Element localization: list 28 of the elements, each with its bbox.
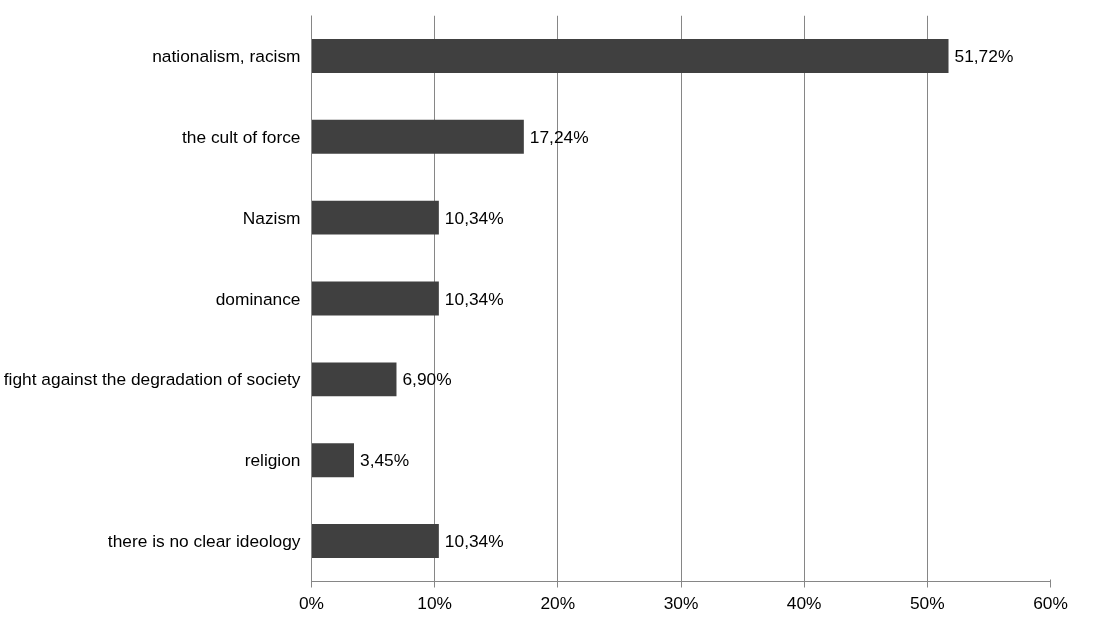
x-tick-label: 40% xyxy=(786,592,822,613)
x-tick-label: 50% xyxy=(909,592,945,613)
y-tick-label: nationalism, racism xyxy=(152,45,301,66)
x-tick-label: 10% xyxy=(417,592,453,613)
data-label: 17,24% xyxy=(529,126,589,147)
y-tick-label: religion xyxy=(244,450,301,471)
data-label: 3,45% xyxy=(359,450,410,471)
bar xyxy=(311,281,439,316)
data-label: 10,34% xyxy=(444,207,504,228)
bar xyxy=(311,524,439,559)
bar xyxy=(311,362,397,397)
data-label: 10,34% xyxy=(444,531,504,552)
bar xyxy=(311,443,354,478)
bar xyxy=(311,38,949,73)
x-tick-label: 0% xyxy=(298,592,325,613)
y-tick-label: the cult of force xyxy=(182,126,301,147)
data-label: 51,72% xyxy=(954,45,1014,66)
y-tick-label: Nazism xyxy=(242,207,301,228)
y-tick-label: there is no clear ideology xyxy=(107,531,301,552)
x-tick-label: 60% xyxy=(1033,592,1068,613)
x-tick-label: 20% xyxy=(540,592,576,613)
data-label: 10,34% xyxy=(444,288,504,309)
bar xyxy=(311,200,439,235)
data-label: 6,90% xyxy=(402,369,452,390)
y-tick-label: dominance xyxy=(215,288,301,309)
bar xyxy=(311,119,524,154)
y-tick-label: fight against the degradation of society xyxy=(3,369,301,390)
x-tick-label: 30% xyxy=(663,592,699,613)
